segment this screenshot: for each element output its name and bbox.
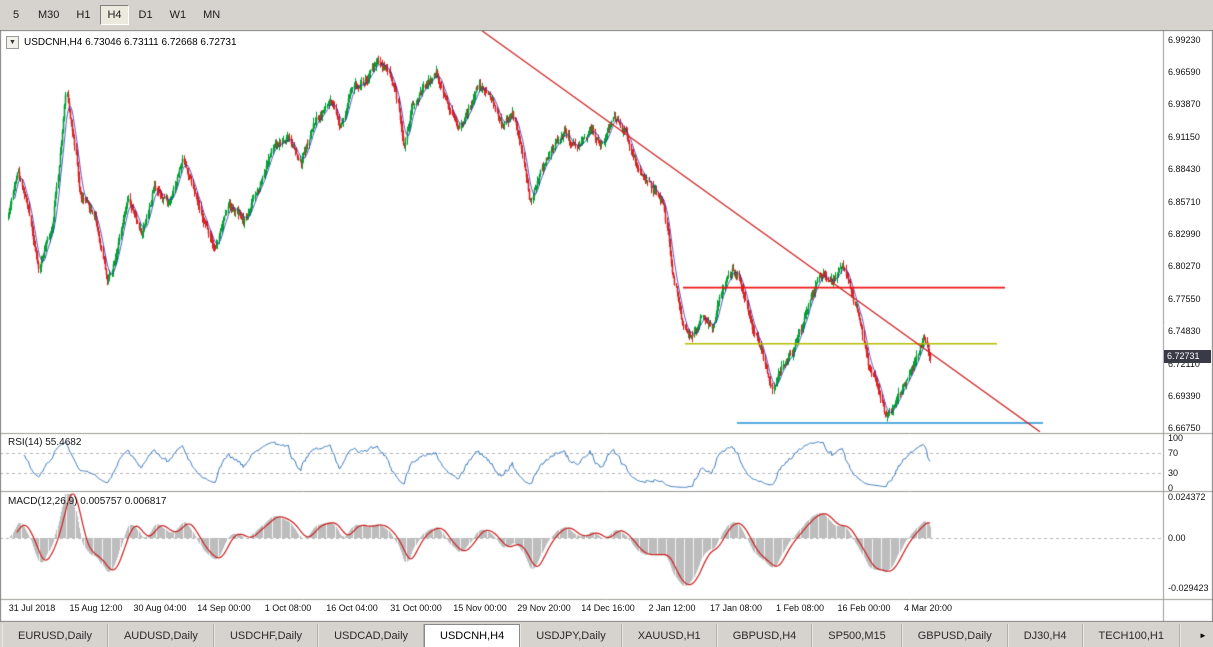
timeframe-button-5[interactable]: 5 bbox=[12, 9, 20, 21]
tab-scroll-right-button[interactable]: ► bbox=[1195, 627, 1211, 644]
arrow-right-icon: ► bbox=[1199, 631, 1207, 640]
tab-eurusd-daily[interactable]: EURUSD,Daily bbox=[2, 624, 108, 647]
tab-gbpusd-daily[interactable]: GBPUSD,Daily bbox=[901, 624, 1008, 647]
tab-usdcad-daily[interactable]: USDCAD,Daily bbox=[318, 624, 425, 647]
tab-usdcnh-h4[interactable]: USDCNH,H4 bbox=[424, 624, 521, 647]
timeframe-button-m30[interactable]: M30 bbox=[38, 9, 60, 21]
timeframe-toolbar: 5 M30 H1 H4 D1 W1 MN bbox=[0, 0, 1213, 30]
chart-tab-bar: EURUSD,Daily AUDUSD,Daily USDCHF,Daily USDC… bbox=[0, 622, 1213, 647]
tab-audusd-daily[interactable]: AUDUSD,Daily bbox=[107, 624, 214, 647]
tab-usdchf-daily[interactable]: USDCHF,Daily bbox=[213, 624, 319, 647]
price-chart-canvas[interactable] bbox=[0, 30, 1213, 622]
tab-ukc[interactable]: UKC bbox=[1179, 624, 1193, 647]
tab-sp500-m15[interactable]: SP500,M15 bbox=[812, 624, 902, 647]
timeframe-button-mn[interactable]: MN bbox=[203, 9, 221, 21]
tab-gbpusd-h4[interactable]: GBPUSD,H4 bbox=[716, 624, 813, 647]
chart-window: ▼ USDCNH,H4 6.73046 6.73111 6.72668 6.72… bbox=[0, 30, 1213, 622]
chart-tabs: EURUSD,Daily AUDUSD,Daily USDCHF,Daily USDC… bbox=[2, 624, 1193, 647]
chevron-down-icon: ▼ bbox=[9, 39, 16, 46]
timeframe-button-w1[interactable]: W1 bbox=[169, 9, 187, 21]
chart-dropdown-button[interactable]: ▼ bbox=[6, 36, 19, 49]
tab-xauusd-h1[interactable]: XAUUSD,H1 bbox=[621, 624, 717, 647]
tab-dj30-h4[interactable]: DJ30,H4 bbox=[1007, 624, 1083, 647]
tab-usdjpy-daily[interactable]: USDJPY,Daily bbox=[520, 624, 622, 647]
tab-tech100-h1[interactable]: TECH100,H1 bbox=[1082, 624, 1180, 647]
timeframe-button-d1[interactable]: D1 bbox=[138, 9, 153, 21]
timeframe-button-h1[interactable]: H1 bbox=[76, 9, 91, 21]
timeframe-button-h4[interactable]: H4 bbox=[100, 5, 129, 25]
